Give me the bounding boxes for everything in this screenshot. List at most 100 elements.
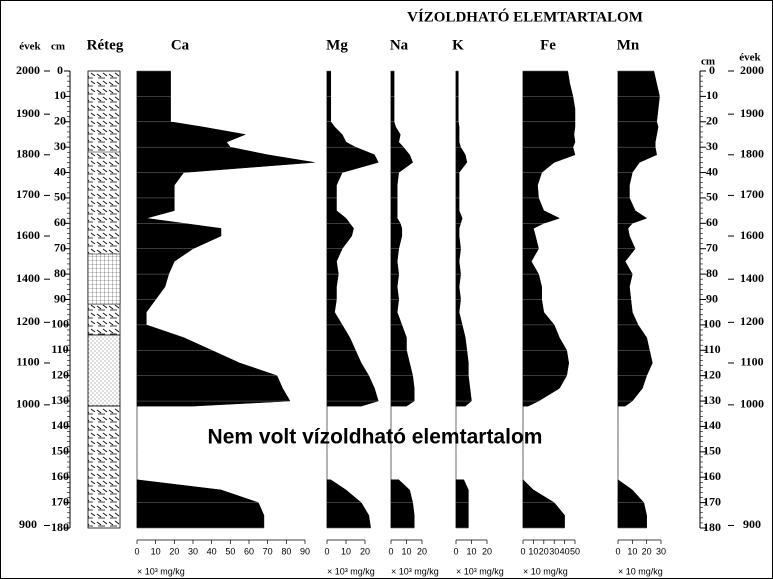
depth-tick-label: 130 xyxy=(51,393,69,407)
x-tick-label: 30 xyxy=(549,546,559,556)
year-tick-label: 1600 xyxy=(740,228,764,242)
depth-tick-label: 10 xyxy=(54,88,66,102)
depth-tick-label: 30 xyxy=(706,139,718,153)
layer-column xyxy=(87,334,121,407)
depth-label-right: cm xyxy=(701,56,715,68)
year-tick-label: 900 xyxy=(743,517,761,531)
x-tick-label: 70 xyxy=(263,546,273,556)
depth-tick-label: 90 xyxy=(54,291,66,305)
x-tick-label: 0 xyxy=(324,546,329,556)
depth-tick-label: 0 xyxy=(709,63,715,77)
x-tick-label: 20 xyxy=(539,546,549,556)
x-tick-label: 90 xyxy=(300,546,310,556)
x-tick-label: 0 xyxy=(453,546,458,556)
year-tick-label: 1700 xyxy=(16,187,40,201)
year-tick-label: 1900 xyxy=(16,106,40,120)
depth-tick-label: 10 xyxy=(706,88,718,102)
depth-tick-label: 170 xyxy=(51,494,69,508)
depth-tick-label: 140 xyxy=(703,418,721,432)
x-unit: × 10 mg/kg xyxy=(523,566,568,576)
year-tick-label: 1400 xyxy=(16,271,40,285)
column-title: Mg xyxy=(326,37,348,53)
x-unit: × 10³ mg/kg xyxy=(137,566,185,576)
year-tick-label: 2000 xyxy=(740,63,764,77)
x-tick-label: 10 xyxy=(627,546,637,556)
depth-tick-label: 0 xyxy=(57,63,63,77)
depth-tick-label: 150 xyxy=(703,444,721,458)
year-tick-label: 900 xyxy=(19,517,37,531)
column-title: K xyxy=(452,37,464,53)
depth-tick-label: 60 xyxy=(706,215,718,229)
year-tick-label: 2000 xyxy=(16,63,40,77)
x-tick-label: 40 xyxy=(207,546,217,556)
depth-tick-label: 80 xyxy=(54,266,66,280)
x-unit: × 10³ mg/kg xyxy=(327,566,375,576)
x-tick-label: 30 xyxy=(656,546,666,556)
year-tick-label: 1900 xyxy=(740,106,764,120)
year-tick-label: 1000 xyxy=(16,397,40,411)
layer-column xyxy=(87,405,121,529)
depth-tick-label: 160 xyxy=(703,469,721,483)
year-tick-label: 1200 xyxy=(740,314,764,328)
depth-tick-label: 70 xyxy=(54,240,66,254)
depth-tick-label: 30 xyxy=(54,139,66,153)
x-tick-label: 0 xyxy=(134,546,139,556)
annotation: Nem volt vízoldható elemtartalom xyxy=(208,426,543,449)
x-tick-label: 50 xyxy=(225,546,235,556)
x-tick-label: 10 xyxy=(341,546,351,556)
x-tick-label: 20 xyxy=(417,546,427,556)
depth-tick-label: 180 xyxy=(51,520,69,534)
depth-tick-label: 70 xyxy=(706,240,718,254)
depth-tick-label: 150 xyxy=(51,444,69,458)
layer-column xyxy=(87,253,121,305)
years-label-left: évek xyxy=(19,41,41,53)
column-title: Mn xyxy=(617,37,640,53)
year-tick-label: 1800 xyxy=(16,147,40,161)
year-tick-label: 1800 xyxy=(740,147,764,161)
depth-tick-label: 120 xyxy=(703,367,721,381)
depth-tick-label: 40 xyxy=(706,164,718,178)
depth-tick-label: 90 xyxy=(706,291,718,305)
x-tick-label: 10 xyxy=(466,546,476,556)
year-tick-label: 1100 xyxy=(16,355,39,369)
depth-tick-label: 50 xyxy=(706,190,718,204)
x-tick-label: 60 xyxy=(244,546,254,556)
depth-tick-label: 40 xyxy=(54,164,66,178)
depth-tick-label: 140 xyxy=(51,418,69,432)
year-tick-label: 1200 xyxy=(16,314,40,328)
years-label-right: évek xyxy=(739,52,761,64)
year-tick-label: 1600 xyxy=(16,228,40,242)
year-tick-label: 1400 xyxy=(740,271,764,285)
depth-tick-label: 60 xyxy=(54,215,66,229)
depth-tick-label: 100 xyxy=(51,317,69,331)
x-tick-label: 80 xyxy=(281,546,291,556)
depth-tick-label: 50 xyxy=(54,190,66,204)
x-tick-label: 20 xyxy=(169,546,179,556)
column-title: Fe xyxy=(540,37,556,53)
depth-tick-label: 100 xyxy=(703,317,721,331)
x-tick-label: 0 xyxy=(615,546,620,556)
year-tick-label: 1700 xyxy=(740,187,764,201)
chart-title: VÍZOLDHATÓ ELEMTARTALOM xyxy=(407,8,643,25)
x-unit: × 10³ mg/kg xyxy=(391,566,439,576)
x-tick-label: 10 xyxy=(528,546,538,556)
x-tick-label: 0 xyxy=(520,546,525,556)
depth-tick-label: 80 xyxy=(706,266,718,280)
depth-tick-label: 180 xyxy=(703,520,721,534)
year-tick-label: 1000 xyxy=(740,397,764,411)
x-tick-label: 10 xyxy=(401,546,411,556)
column-title: Ca xyxy=(171,37,190,53)
x-unit: × 10 mg/kg xyxy=(618,566,663,576)
depth-tick-label: 20 xyxy=(706,114,718,128)
depth-tick-label: 130 xyxy=(703,393,721,407)
x-tick-label: 20 xyxy=(482,546,492,556)
x-tick-label: 30 xyxy=(188,546,198,556)
x-tick-label: 20 xyxy=(360,546,370,556)
x-tick-label: 40 xyxy=(560,546,570,556)
depth-tick-label: 110 xyxy=(703,342,720,356)
depth-tick-label: 20 xyxy=(54,114,66,128)
year-tick-label: 1100 xyxy=(740,355,763,369)
depth-tick-label: 120 xyxy=(51,367,69,381)
